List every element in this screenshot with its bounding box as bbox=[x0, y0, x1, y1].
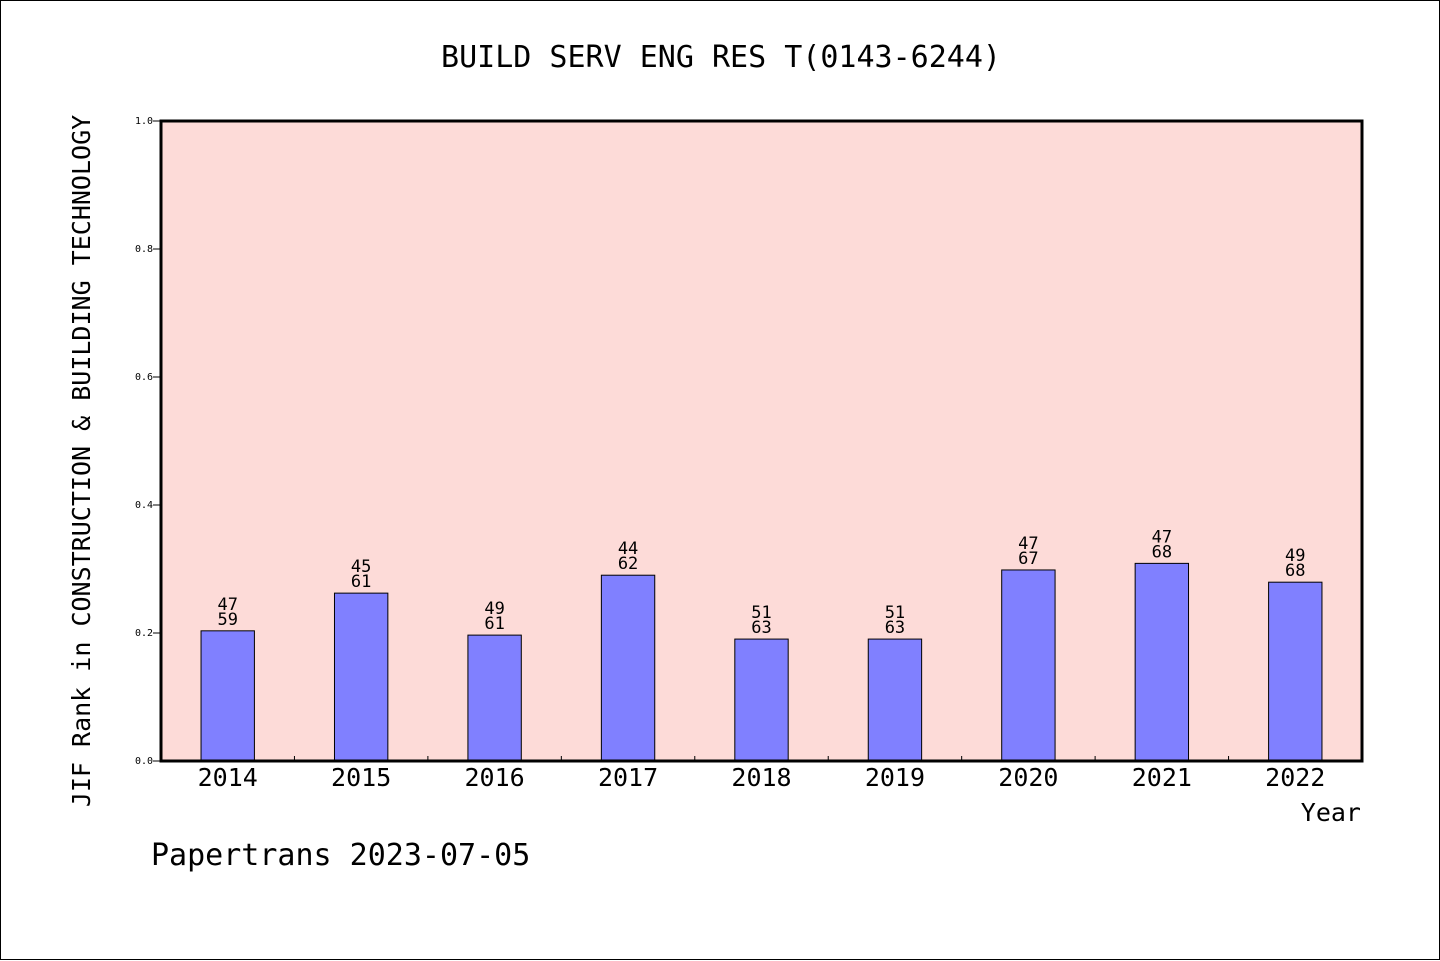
data-label-total: 59 bbox=[217, 610, 237, 630]
y-tick-label: 1.0 bbox=[135, 116, 153, 127]
y-tick-label: 0.0 bbox=[135, 756, 153, 767]
data-label-rank: 51 bbox=[751, 603, 771, 623]
x-tick-label: 2021 bbox=[1132, 763, 1192, 792]
data-label-total: 61 bbox=[484, 614, 504, 634]
x-tick-label: 2019 bbox=[865, 763, 925, 792]
bar bbox=[867, 638, 923, 762]
x-tick-label: 2014 bbox=[198, 763, 258, 792]
plot-frame bbox=[159, 119, 1364, 763]
bar bbox=[1001, 569, 1056, 762]
data-label-total: 61 bbox=[351, 572, 371, 592]
y-tick-label: 0.4 bbox=[135, 500, 153, 511]
bar bbox=[333, 592, 389, 762]
y-tick-label: 0.6 bbox=[135, 372, 153, 383]
bar bbox=[600, 574, 656, 762]
x-axis-label: Year bbox=[1301, 798, 1361, 827]
x-tick-label: 2022 bbox=[1265, 763, 1325, 792]
data-label-total: 68 bbox=[1152, 542, 1172, 562]
x-tick-label: 2016 bbox=[465, 763, 525, 792]
data-label-rank: 44 bbox=[618, 539, 638, 559]
bar bbox=[1134, 562, 1190, 762]
x-tick-labels: 2014 2015 2016 2017 2018 2019 2020 2021 2022 bbox=[198, 763, 1326, 792]
data-label-total: 63 bbox=[751, 618, 771, 638]
x-tick-label: 2020 bbox=[998, 763, 1058, 792]
x-tick-label: 2015 bbox=[331, 763, 391, 792]
data-label-total: 68 bbox=[1285, 561, 1305, 581]
data-label-rank: 47 bbox=[1018, 534, 1038, 554]
data-label-rank: 49 bbox=[1285, 546, 1305, 566]
y-axis-label: JIF Rank in CONSTRUCTION & BUILDING TECH… bbox=[67, 115, 96, 807]
data-label-rank: 47 bbox=[217, 595, 237, 615]
data-label-rank: 49 bbox=[484, 599, 504, 619]
x-tick-label: 2017 bbox=[598, 763, 658, 792]
footer-text: Papertrans 2023-07-05 bbox=[151, 838, 530, 873]
bars bbox=[200, 562, 1323, 762]
data-label-rank: 51 bbox=[885, 603, 905, 623]
x-tick-label: 2018 bbox=[731, 763, 791, 792]
data-label-total: 63 bbox=[885, 618, 905, 638]
chart-title: BUILD SERV ENG RES T(0143-6244) bbox=[441, 40, 1001, 75]
bar bbox=[1268, 581, 1323, 762]
y-tick-label: 0.8 bbox=[135, 244, 153, 255]
bar bbox=[467, 634, 522, 762]
data-label-total: 67 bbox=[1018, 549, 1038, 569]
data-label-rank: 47 bbox=[1152, 527, 1172, 547]
bar bbox=[200, 630, 255, 762]
bar bbox=[734, 638, 789, 762]
data-label-total: 62 bbox=[618, 554, 638, 574]
y-tick-label: 0.2 bbox=[135, 628, 153, 639]
data-label-rank: 45 bbox=[351, 557, 371, 577]
